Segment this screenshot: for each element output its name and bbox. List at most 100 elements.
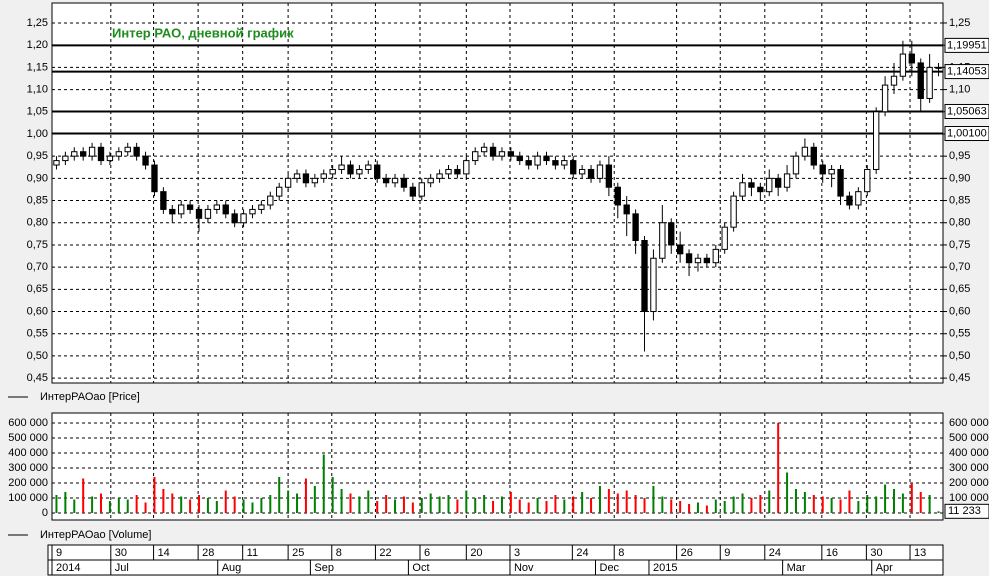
volume-bar bbox=[848, 490, 851, 513]
candle-body bbox=[293, 173, 301, 179]
volume-bar bbox=[500, 496, 503, 513]
month-label: 2015 bbox=[653, 562, 677, 574]
volume-bar bbox=[616, 493, 619, 513]
candle-body bbox=[258, 204, 265, 210]
candle-body bbox=[489, 146, 497, 157]
level-label-box bbox=[944, 37, 989, 53]
y-tick-label: 400 000 bbox=[949, 447, 989, 459]
volume-bar bbox=[768, 490, 771, 513]
volume-bar bbox=[349, 493, 352, 513]
volume-bar bbox=[545, 500, 548, 513]
candle-body bbox=[730, 195, 737, 228]
volume-bar bbox=[376, 500, 379, 513]
month-label: Apr bbox=[876, 562, 893, 574]
candle-body bbox=[231, 213, 238, 224]
volume-bar bbox=[162, 488, 165, 513]
candle-body bbox=[382, 177, 390, 184]
volume-bar bbox=[474, 497, 477, 513]
candle-body bbox=[391, 177, 399, 184]
x-tick-label: 30 bbox=[115, 547, 127, 559]
volume-bar bbox=[117, 497, 120, 513]
candle-body bbox=[739, 182, 746, 197]
price-legend: ИнтерРАОао [Price] bbox=[40, 391, 140, 403]
y-tick-label: 0,65 bbox=[949, 283, 970, 295]
candle-body bbox=[88, 146, 96, 157]
candle-body bbox=[890, 75, 898, 86]
x-tick-label: 20 bbox=[470, 547, 482, 559]
y-tick-label: 0,70 bbox=[27, 261, 48, 273]
candle-body bbox=[418, 182, 425, 197]
y-tick-label: 0,80 bbox=[949, 217, 970, 229]
volume-bar bbox=[821, 496, 824, 513]
volume-bar bbox=[741, 493, 744, 513]
candle-body bbox=[347, 164, 354, 175]
volume-bar bbox=[126, 499, 129, 513]
volume-bar bbox=[928, 494, 931, 513]
candle-body bbox=[178, 204, 185, 215]
candle-body bbox=[302, 173, 310, 184]
candle-body bbox=[106, 155, 114, 162]
candle-body bbox=[534, 155, 541, 166]
candle-body bbox=[356, 168, 363, 175]
volume-bar bbox=[536, 497, 539, 513]
candle-body bbox=[587, 168, 595, 179]
volume-bar bbox=[839, 499, 842, 513]
volume-bar bbox=[794, 488, 797, 513]
y-tick-label: 0,75 bbox=[27, 239, 48, 251]
candle-body bbox=[427, 177, 434, 184]
y-tick-label: 0,55 bbox=[27, 328, 48, 340]
y-tick-label: 200 000 bbox=[8, 477, 48, 489]
candle-body bbox=[792, 155, 800, 175]
candle-body bbox=[436, 173, 443, 179]
volume-bar bbox=[919, 491, 922, 513]
x-tick-label: 9 bbox=[724, 547, 730, 559]
volume-bar bbox=[313, 485, 316, 513]
volume-bar bbox=[100, 493, 103, 513]
candle-body bbox=[561, 160, 568, 166]
volume-bar bbox=[331, 477, 334, 513]
y-tick-label: 0,85 bbox=[949, 194, 970, 206]
volume-bar bbox=[304, 478, 307, 513]
candle-body bbox=[552, 160, 559, 166]
x-tick-label: 25 bbox=[292, 547, 304, 559]
candle-body bbox=[614, 186, 621, 206]
volume-bar bbox=[287, 490, 290, 513]
candle-body bbox=[195, 208, 203, 219]
level-label-box bbox=[944, 126, 989, 142]
y-tick-label: 0 bbox=[42, 507, 48, 519]
y-tick-label: 1,15 bbox=[27, 61, 48, 73]
volume-bar bbox=[679, 500, 682, 513]
candle-body bbox=[917, 62, 924, 99]
candle-body bbox=[133, 146, 140, 157]
candle-body bbox=[873, 111, 880, 170]
level-label: 1,19951 bbox=[947, 39, 987, 51]
candle-body bbox=[204, 208, 212, 219]
volume-bar bbox=[670, 499, 673, 513]
y-tick-label: 0,60 bbox=[27, 305, 48, 317]
y-tick-label: 400 000 bbox=[8, 447, 48, 459]
y-tick-label: 1,20 bbox=[27, 39, 48, 51]
x-tick-label: 26 bbox=[681, 547, 693, 559]
candle-body bbox=[151, 164, 158, 193]
candle-body bbox=[284, 177, 292, 188]
candle-body bbox=[365, 164, 372, 170]
x-tick-label: 11 bbox=[247, 547, 258, 559]
y-tick-label: 600 000 bbox=[949, 417, 989, 429]
candle-body bbox=[267, 195, 274, 206]
volume-bar bbox=[723, 500, 726, 513]
volume-bar bbox=[269, 494, 272, 513]
candle-body bbox=[570, 160, 577, 175]
x-tick-label: 8 bbox=[618, 547, 624, 559]
volume-bar bbox=[153, 477, 156, 513]
y-tick-label: 300 000 bbox=[8, 462, 48, 474]
last-volume-box bbox=[944, 503, 989, 519]
volume-bar bbox=[447, 494, 450, 513]
candle-body bbox=[712, 248, 719, 264]
y-tick-label: 1,25 bbox=[949, 17, 970, 29]
y-tick-label: 0,65 bbox=[27, 283, 48, 295]
candle-body bbox=[409, 186, 417, 197]
x-tick-label: 30 bbox=[870, 547, 882, 559]
y-tick-label: 500 000 bbox=[8, 432, 48, 444]
candle-body bbox=[463, 160, 470, 175]
candle-body bbox=[311, 177, 319, 184]
